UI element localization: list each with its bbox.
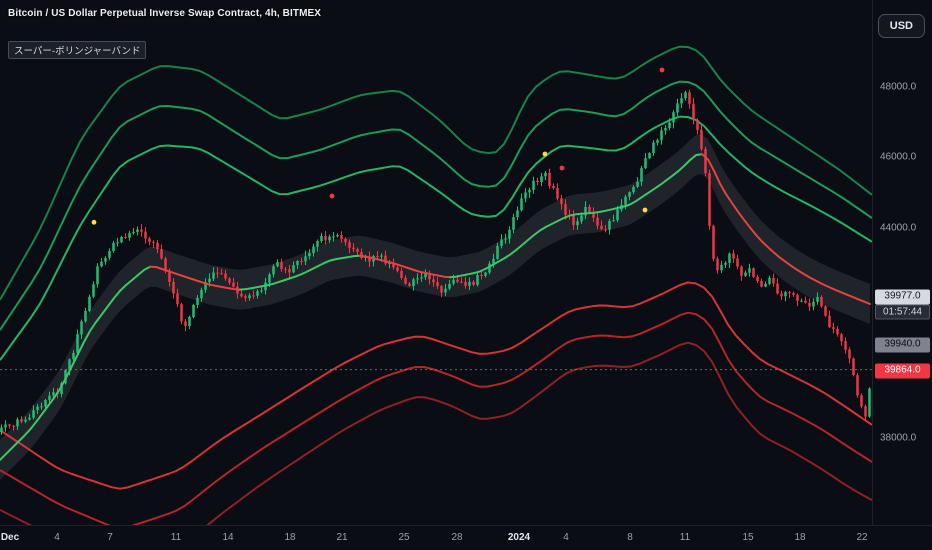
signal-dot	[542, 151, 548, 157]
signal-dot	[329, 193, 335, 199]
time-tick-label: 8	[627, 532, 633, 543]
time-tick-label: 18	[284, 532, 296, 543]
price-axis[interactable]: 48000.0 46000.0 44000.0 38000.0 39977.0 01:57…	[872, 0, 932, 525]
time-tick-label: 4	[563, 532, 569, 543]
chart-legend: Bitcoin / US Dollar Perpetual Inverse Sw…	[8, 8, 321, 59]
basis-line	[0, 153, 871, 461]
candles	[0, 89, 871, 435]
time-tick-label: 4	[54, 532, 60, 543]
price-tick-label: 46000.0	[880, 151, 917, 163]
time-tick-label: 21	[336, 532, 348, 543]
price-chart-canvas[interactable]	[0, 0, 872, 525]
signal-dot	[559, 165, 565, 171]
volatility-ribbon	[0, 134, 870, 480]
indicator-price-badge: 39940.0	[875, 337, 930, 353]
time-tick-label: 25	[398, 532, 410, 543]
time-tick-label: 7	[107, 532, 113, 543]
current-price-badge: 39864.0	[875, 363, 930, 379]
signal-dot	[642, 207, 648, 213]
price-tick-label: 44000.0	[880, 222, 917, 234]
time-tick-label: 22	[856, 532, 868, 543]
time-tick-label: 14	[222, 532, 234, 543]
last-price-badge: 39977.0	[875, 289, 930, 305]
lower-bands	[0, 281, 872, 525]
symbol-title[interactable]: Bitcoin / US Dollar Perpetual Inverse Sw…	[8, 8, 322, 19]
bar-countdown-badge: 01:57:44	[875, 304, 930, 320]
time-tick-label: 11	[170, 532, 182, 543]
time-tick-label: 11	[679, 532, 691, 543]
time-tick-label: 15	[742, 532, 754, 543]
time-tick-label: Dec	[0, 532, 20, 543]
indicator-label[interactable]: スーパー-ボリンジャーバンド	[8, 41, 147, 59]
time-tick-label: 18	[794, 532, 806, 543]
upper-bands	[0, 45, 872, 361]
time-tick-label: 2024	[507, 532, 531, 543]
time-axis[interactable]: Dec 4 7 11 14 18 21 25 28 2024 4 8 11 15 18 22	[0, 525, 932, 550]
signal-dot	[659, 67, 665, 73]
currency-toggle-button[interactable]: USD	[877, 14, 925, 38]
time-tick-label: 28	[451, 532, 463, 543]
price-tick-label: 38000.0	[880, 432, 917, 444]
signal-dot	[91, 219, 97, 225]
signal-markers	[91, 67, 665, 225]
price-tick-label: 48000.0	[880, 81, 917, 93]
